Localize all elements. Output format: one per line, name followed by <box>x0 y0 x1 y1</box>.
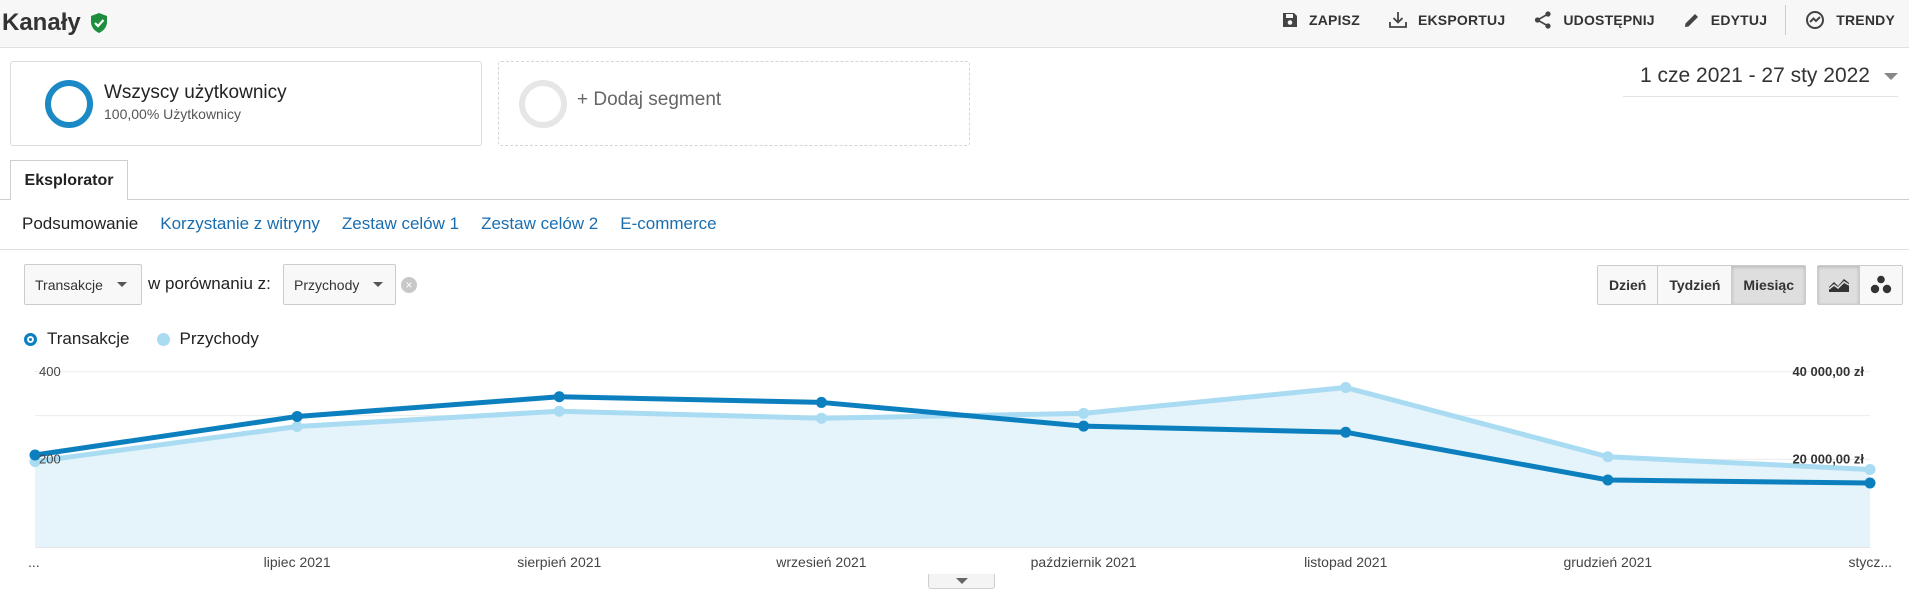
add-segment-label: + Dodaj segment <box>577 89 722 110</box>
granularity-day-button[interactable]: Dzień <box>1598 266 1659 304</box>
legend-swatch-transactions <box>24 332 37 346</box>
line-chart-icon <box>1828 279 1849 292</box>
data-point-revenue <box>1864 463 1876 475</box>
line-chart-button[interactable] <box>1818 266 1860 304</box>
report-actions: ZAPISZ EKSPORTUJ UDOSTĘPNIJ EDYTUJ TREND… <box>1267 0 1909 40</box>
legend-swatch-revenue <box>156 332 170 346</box>
x-axis-tick-label: listopad 2021 <box>1304 554 1388 570</box>
metric-select-primary[interactable]: Transakcje <box>24 264 142 305</box>
data-point-revenue <box>1340 382 1352 394</box>
data-point-transactions <box>815 396 827 408</box>
share-icon <box>1535 11 1551 29</box>
tab-explorer[interactable]: Eksplorator <box>10 160 128 200</box>
remove-comparison-close-icon[interactable]: × <box>401 277 417 293</box>
legend-label-revenue: Przychody <box>179 329 259 348</box>
x-axis-tick-label: październik 2021 <box>1031 554 1137 570</box>
action-divider <box>1785 5 1787 35</box>
download-icon <box>1389 12 1407 28</box>
chart-legend: Transakcje Przychody <box>24 329 259 349</box>
subnav-summary[interactable]: Podsumowanie <box>22 214 139 233</box>
data-point-revenue <box>1078 407 1090 419</box>
motion-chart-button[interactable] <box>1860 266 1902 304</box>
pencil-icon <box>1684 14 1698 27</box>
x-axis-tick-label: lipiec 2021 <box>264 554 331 570</box>
export-button[interactable]: EKSPORTUJ <box>1374 0 1519 40</box>
collapse-chart-button[interactable] <box>928 574 995 589</box>
explorer-subnav: Podsumowanie Korzystanie z witryny Zesta… <box>22 214 717 234</box>
edit-label: EDYTUJ <box>1710 12 1768 28</box>
tab-divider <box>0 199 1909 200</box>
page-title: Kanały <box>2 9 81 36</box>
segment-ring-icon <box>45 80 93 128</box>
legend-item-transactions: Transakcje <box>24 329 130 349</box>
data-point-revenue <box>815 412 827 424</box>
segment-share: 100,00% Użytkownicy <box>104 106 241 122</box>
data-point-revenue <box>1602 451 1614 463</box>
subnav-goal-set-1[interactable]: Zestaw celów 1 <box>341 214 460 233</box>
metric-secondary-label: Przychody <box>294 276 360 293</box>
chevron-down-icon <box>116 282 127 287</box>
subnav-ecommerce[interactable]: E-commerce <box>620 214 717 233</box>
save-button[interactable]: ZAPISZ <box>1267 0 1374 40</box>
verified-shield-icon <box>90 13 107 33</box>
subnav-site-usage[interactable]: Korzystanie z witryny <box>160 214 320 233</box>
share-button[interactable]: UDOSTĘPNIJ <box>1519 0 1668 40</box>
x-axis-tick-label: sierpień 2021 <box>517 554 601 570</box>
metric-select-secondary[interactable]: Przychody <box>283 264 396 305</box>
y-axis-left-tick-label: 200 <box>39 451 61 466</box>
report-header: Kanały ZAPISZ EKSPORTUJ UDOSTĘPNIJ EDYTU… <box>0 0 1909 48</box>
chart-type-toggle <box>1817 265 1903 305</box>
data-point-transactions <box>29 449 41 461</box>
subnav-goal-set-2[interactable]: Zestaw celów 2 <box>481 214 599 233</box>
bubble-chart-icon <box>1870 275 1892 294</box>
save-label: ZAPISZ <box>1308 12 1360 28</box>
data-point-transactions <box>1078 420 1090 432</box>
export-label: EKSPORTUJ <box>1417 12 1506 28</box>
data-point-transactions <box>553 391 565 403</box>
chevron-down-icon <box>1884 72 1898 80</box>
data-point-revenue <box>291 421 303 433</box>
insights-button[interactable]: TRENDY <box>1790 0 1909 40</box>
edit-button[interactable]: EDYTUJ <box>1669 0 1781 40</box>
y-axis-left-tick-label: 400 <box>39 364 61 379</box>
granularity-toggle: Dzień Tydzień Miesiąc <box>1597 265 1807 305</box>
x-axis-tick-label: wrzesień 2021 <box>775 554 866 570</box>
x-axis-tick-label: grudzień 2021 <box>1563 554 1652 570</box>
insights-label: TRENDY <box>1836 12 1895 28</box>
page-title-wrap: Kanały <box>2 9 109 37</box>
data-point-transactions <box>1602 474 1614 486</box>
y-axis-right-tick-label: 20 000,00 zł <box>1792 451 1864 466</box>
legend-label-transactions: Transakcje <box>47 329 130 348</box>
data-point-transactions <box>291 410 303 422</box>
insights-icon <box>1806 11 1825 29</box>
segment-all-users[interactable]: Wszyscy użytkownicy 100,00% Użytkownicy <box>10 61 482 146</box>
y-axis-right-tick-label: 40 000,00 zł <box>1792 364 1864 379</box>
add-segment-button[interactable]: + Dodaj segment <box>498 61 970 146</box>
share-label: UDOSTĘPNIJ <box>1563 12 1655 28</box>
metric-primary-label: Transakcje <box>35 276 103 293</box>
compare-label: w porównaniu z: <box>148 274 271 293</box>
empty-segment-ring-icon <box>519 80 567 128</box>
chevron-down-icon <box>955 578 968 584</box>
save-icon <box>1282 13 1297 27</box>
line-chart: 200 400 20 000,00 zł 40 000,00 zł... lipiec … <box>28 364 1892 570</box>
granularity-week-button[interactable]: Tydzień <box>1658 266 1733 304</box>
subnav-divider <box>0 249 1909 250</box>
date-range-label: 1 cze 2021 - 27 sty 2022 <box>1640 64 1870 87</box>
x-axis-tick-label: stycz... <box>1848 554 1892 570</box>
x-axis-tick-label: ... <box>28 554 40 570</box>
legend-item-revenue: Przychody <box>156 329 259 349</box>
series-line-transactions <box>34 394 1871 486</box>
date-range-picker[interactable]: 1 cze 2021 - 27 sty 2022 <box>1623 64 1898 97</box>
granularity-month-button[interactable]: Miesiąc <box>1732 266 1806 304</box>
segment-name: Wszyscy użytkownicy <box>104 82 287 103</box>
data-point-transactions <box>1340 426 1352 438</box>
data-point-transactions <box>1864 477 1876 489</box>
series-area-fill <box>35 387 1870 547</box>
chevron-down-icon <box>373 282 384 287</box>
data-point-revenue <box>553 405 565 417</box>
